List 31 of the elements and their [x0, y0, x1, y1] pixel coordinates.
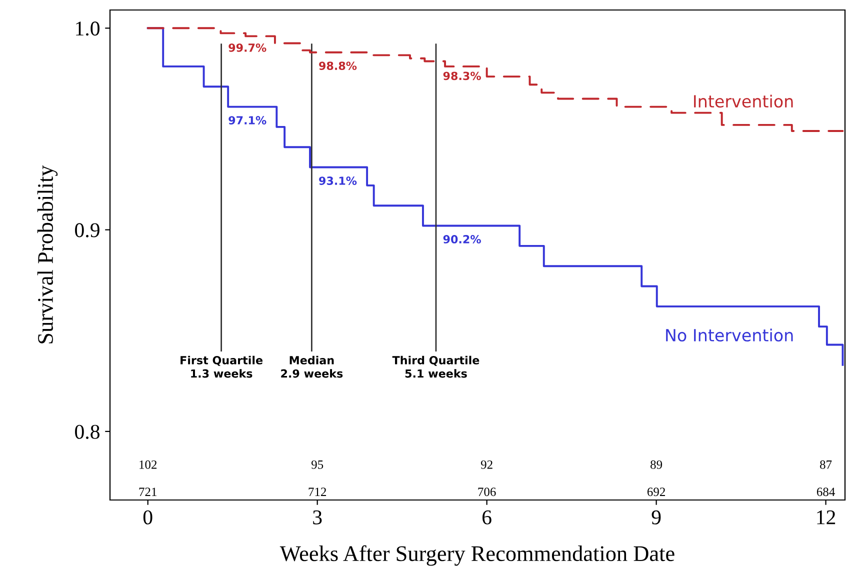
y-tick-label: 1.0 [76, 22, 100, 36]
x-tick-label: 0 [143, 510, 152, 524]
annotation: 92 [480, 460, 492, 469]
annotation: 97.1% [228, 116, 266, 124]
annotation: 706 [478, 488, 496, 496]
x-tick-label: 12 [817, 510, 836, 524]
x-tick-label: 6 [482, 510, 492, 524]
annotation: 712 [308, 488, 326, 496]
y-tick-label: 0.8 [75, 424, 100, 439]
annotation: 684 [816, 488, 835, 496]
annotation: 98.8% [319, 62, 357, 70]
x-axis-title: Weeks After Surgery Recommendation Date [280, 545, 674, 566]
annotation: 721 [139, 488, 156, 496]
ref-line-label: Median 2.9 weeks [281, 356, 343, 378]
ref-line-label: First Quartile 1.3 weeks [180, 356, 262, 378]
annotation: 89 [650, 460, 662, 469]
ref-line-label: Third Quartile 5.1 weeks [392, 356, 480, 378]
annotation: 98.3% [443, 72, 481, 80]
series-label: Intervention [694, 94, 793, 108]
annotation: 95 [311, 460, 324, 469]
annotation: 87 [820, 460, 832, 469]
annotation: 102 [140, 460, 157, 469]
series-label: No Intervention [666, 328, 793, 342]
annotation: 90.2% [443, 235, 481, 244]
y-tick-label: 0.9 [75, 223, 100, 238]
x-tick-label: 3 [313, 510, 322, 524]
annotation: 692 [647, 488, 665, 496]
x-tick-label: 9 [652, 510, 661, 524]
annotation: 93.1% [319, 176, 357, 185]
y-axis-title: Survival Probability [37, 165, 58, 344]
annotation: 99.7% [228, 43, 266, 52]
